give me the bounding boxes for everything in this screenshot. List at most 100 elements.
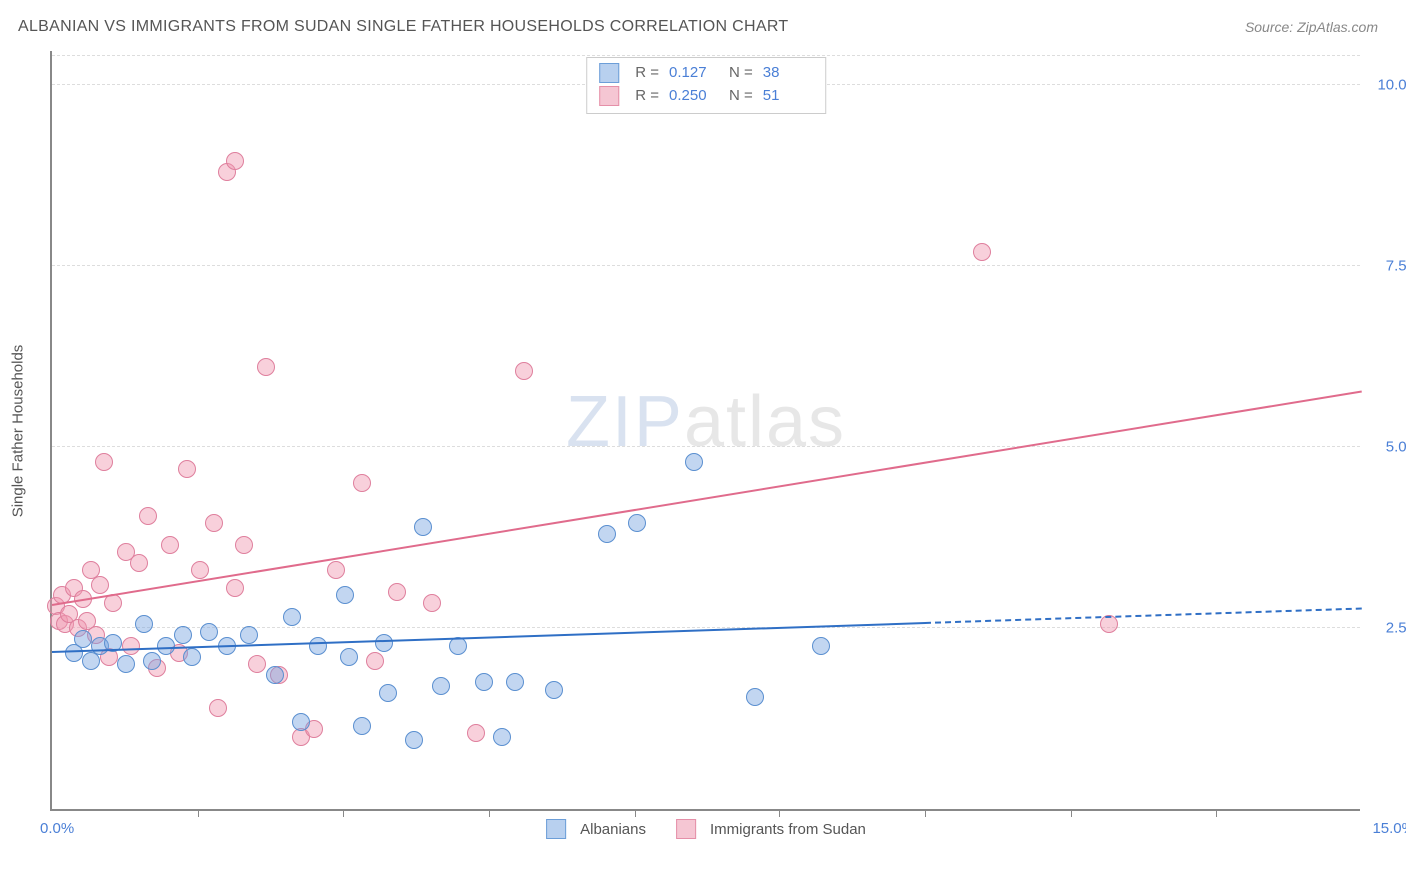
r-label: R = xyxy=(635,62,659,85)
n-label: N = xyxy=(729,85,753,108)
scatter-point xyxy=(432,677,450,695)
y-tick-label: 5.0% xyxy=(1386,439,1406,456)
source-prefix: Source: xyxy=(1245,19,1297,35)
scatter-point xyxy=(200,623,218,641)
swatch-series2 xyxy=(599,86,619,106)
scatter-point xyxy=(327,561,345,579)
chart-area: Single Father Households ZIPatlas R = 0.… xyxy=(50,51,1406,811)
scatter-point xyxy=(226,152,244,170)
scatter-point xyxy=(122,637,140,655)
scatter-point xyxy=(379,684,397,702)
scatter-point xyxy=(475,673,493,691)
gridline xyxy=(52,446,1360,447)
y-tick-label: 2.5% xyxy=(1386,620,1406,637)
gridline xyxy=(52,55,1360,56)
n-value-series1: 38 xyxy=(763,62,813,85)
scatter-point xyxy=(685,453,703,471)
scatter-point xyxy=(240,626,258,644)
scatter-point xyxy=(130,554,148,572)
watermark-atlas: atlas xyxy=(684,382,846,462)
x-axis-max-label: 15.0% xyxy=(1372,820,1406,837)
y-tick-label: 10.0% xyxy=(1377,77,1406,94)
scatter-point xyxy=(292,713,310,731)
swatch-series2 xyxy=(676,819,696,839)
trend-line xyxy=(52,391,1362,606)
source-attribution: Source: ZipAtlas.com xyxy=(1245,19,1378,35)
scatter-point xyxy=(135,615,153,633)
legend-item-series1: Albanians xyxy=(546,819,646,839)
swatch-series1 xyxy=(599,63,619,83)
y-axis-label: Single Father Households xyxy=(10,345,27,518)
x-axis-min-label: 0.0% xyxy=(40,820,74,837)
stats-row-series1: R = 0.127 N = 38 xyxy=(599,62,813,85)
r-label: R = xyxy=(635,85,659,108)
scatter-point xyxy=(746,688,764,706)
scatter-point xyxy=(973,243,991,261)
n-value-series2: 51 xyxy=(763,85,813,108)
bottom-legend: Albanians Immigrants from Sudan xyxy=(546,819,866,839)
scatter-point xyxy=(449,637,467,655)
scatter-point xyxy=(414,518,432,536)
scatter-point xyxy=(366,652,384,670)
scatter-point xyxy=(143,652,161,670)
scatter-point xyxy=(235,536,253,554)
x-tick xyxy=(1216,809,1217,817)
scatter-point xyxy=(283,608,301,626)
chart-title: ALBANIAN VS IMMIGRANTS FROM SUDAN SINGLE… xyxy=(18,18,788,36)
scatter-point xyxy=(628,514,646,532)
scatter-point xyxy=(248,655,266,673)
scatter-point xyxy=(257,358,275,376)
x-tick xyxy=(925,809,926,817)
legend-item-series2: Immigrants from Sudan xyxy=(676,819,866,839)
scatter-point xyxy=(1100,615,1118,633)
scatter-point xyxy=(506,673,524,691)
scatter-point xyxy=(375,634,393,652)
y-tick-label: 7.5% xyxy=(1386,258,1406,275)
n-label: N = xyxy=(729,62,753,85)
scatter-point xyxy=(209,699,227,717)
r-value-series1: 0.127 xyxy=(669,62,719,85)
r-value-series2: 0.250 xyxy=(669,85,719,108)
scatter-point xyxy=(405,731,423,749)
x-tick xyxy=(489,809,490,817)
scatter-point xyxy=(117,655,135,673)
scatter-point xyxy=(161,536,179,554)
scatter-point xyxy=(353,717,371,735)
scatter-point xyxy=(266,666,284,684)
scatter-point xyxy=(340,648,358,666)
scatter-point xyxy=(226,579,244,597)
legend-label-series1: Albanians xyxy=(580,821,646,838)
scatter-point xyxy=(91,576,109,594)
scatter-point xyxy=(598,525,616,543)
scatter-point xyxy=(191,561,209,579)
stats-row-series2: R = 0.250 N = 51 xyxy=(599,85,813,108)
watermark: ZIPatlas xyxy=(566,381,846,463)
scatter-point xyxy=(309,637,327,655)
gridline xyxy=(52,265,1360,266)
watermark-zip: ZIP xyxy=(566,382,684,462)
scatter-point xyxy=(493,728,511,746)
scatter-point xyxy=(336,586,354,604)
source-name: ZipAtlas.com xyxy=(1297,19,1378,35)
x-tick xyxy=(1071,809,1072,817)
scatter-point xyxy=(812,637,830,655)
scatter-point xyxy=(95,453,113,471)
scatter-point xyxy=(183,648,201,666)
legend-label-series2: Immigrants from Sudan xyxy=(710,821,866,838)
scatter-point xyxy=(205,514,223,532)
x-tick xyxy=(635,809,636,817)
stats-legend-box: R = 0.127 N = 38 R = 0.250 N = 51 xyxy=(586,57,826,114)
scatter-point xyxy=(74,630,92,648)
scatter-point xyxy=(388,583,406,601)
scatter-point xyxy=(178,460,196,478)
swatch-series1 xyxy=(546,819,566,839)
scatter-point xyxy=(467,724,485,742)
x-tick xyxy=(779,809,780,817)
scatter-point xyxy=(423,594,441,612)
scatter-point xyxy=(139,507,157,525)
scatter-point xyxy=(353,474,371,492)
x-tick xyxy=(343,809,344,817)
scatter-point xyxy=(545,681,563,699)
chart-header: ALBANIAN VS IMMIGRANTS FROM SUDAN SINGLE… xyxy=(0,0,1406,46)
scatter-point xyxy=(515,362,533,380)
